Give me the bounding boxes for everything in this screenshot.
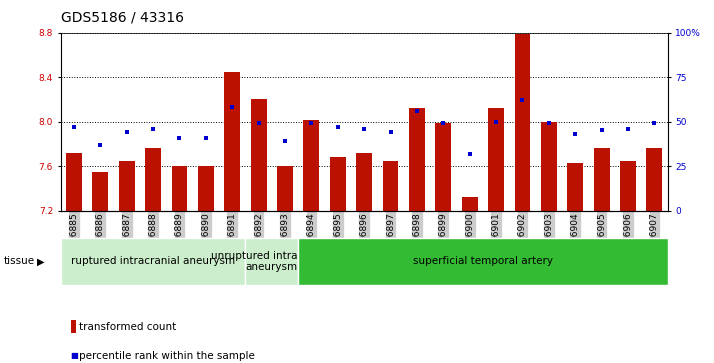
- Text: GDS5186 / 43316: GDS5186 / 43316: [61, 11, 183, 25]
- Bar: [171, 166, 187, 211]
- Bar: [145, 148, 161, 211]
- Bar: [383, 160, 398, 211]
- Text: ruptured intracranial aneurysm: ruptured intracranial aneurysm: [71, 256, 235, 266]
- Text: superficial temporal artery: superficial temporal artery: [413, 256, 553, 266]
- Bar: [620, 160, 636, 211]
- Bar: [66, 153, 82, 211]
- Text: percentile rank within the sample: percentile rank within the sample: [79, 351, 254, 361]
- Bar: [251, 99, 266, 211]
- Bar: [224, 72, 240, 211]
- Bar: [515, 34, 531, 211]
- Bar: [356, 153, 372, 211]
- Bar: [646, 148, 663, 211]
- Text: unruptured intracranial
aneurysm: unruptured intracranial aneurysm: [211, 250, 333, 272]
- Text: ■: ■: [70, 351, 78, 360]
- Bar: [594, 148, 610, 211]
- Bar: [409, 108, 425, 211]
- Bar: [330, 157, 346, 211]
- Bar: [488, 108, 504, 211]
- Text: transformed count: transformed count: [79, 322, 176, 332]
- Bar: [277, 166, 293, 211]
- Bar: [568, 163, 583, 211]
- Text: ▶: ▶: [37, 256, 45, 266]
- Bar: [92, 172, 109, 211]
- Bar: [303, 121, 319, 211]
- Text: tissue: tissue: [4, 256, 35, 266]
- Bar: [462, 197, 478, 211]
- Bar: [436, 123, 451, 211]
- Bar: [198, 166, 213, 211]
- Bar: [541, 122, 557, 211]
- Bar: [119, 160, 134, 211]
